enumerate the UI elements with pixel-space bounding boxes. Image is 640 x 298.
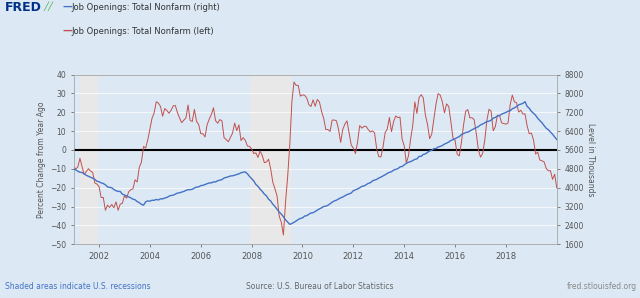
Text: Source: U.S. Bureau of Labor Statistics: Source: U.S. Bureau of Labor Statistics: [246, 282, 394, 291]
Bar: [250, 74, 290, 244]
Y-axis label: Percent Change from Year Ago: Percent Change from Year Ago: [36, 101, 45, 218]
Text: —: —: [63, 25, 72, 35]
Text: FRED: FRED: [5, 1, 42, 15]
Y-axis label: Level in Thousands: Level in Thousands: [586, 123, 595, 196]
Text: Shaded areas indicate U.S. recessions: Shaded areas indicate U.S. recessions: [5, 282, 151, 291]
Text: ╱╱: ╱╱: [44, 1, 54, 11]
Text: Job Openings: Total Nonfarm (right): Job Openings: Total Nonfarm (right): [72, 3, 220, 12]
Text: fred.stlouisfed.org: fred.stlouisfed.org: [566, 282, 637, 291]
Bar: [80, 74, 97, 244]
Text: —: —: [63, 1, 72, 12]
Text: Job Openings: Total Nonfarm (left): Job Openings: Total Nonfarm (left): [72, 27, 214, 36]
